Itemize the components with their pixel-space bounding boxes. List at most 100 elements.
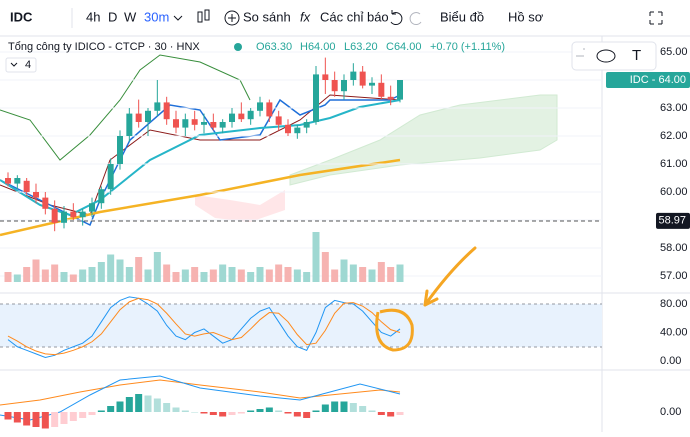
candle-body bbox=[98, 189, 105, 204]
fullscreen-icon[interactable] bbox=[649, 11, 663, 25]
volume-bar bbox=[79, 269, 87, 282]
volume-bar bbox=[340, 259, 348, 282]
candle-body bbox=[303, 122, 310, 128]
volume-bar bbox=[172, 272, 180, 282]
volume-bar bbox=[321, 252, 329, 282]
macd-hist bbox=[144, 395, 152, 412]
candle-body bbox=[79, 211, 86, 218]
macd-hist bbox=[97, 410, 105, 412]
volume-bar bbox=[200, 272, 208, 282]
stoch-k bbox=[7, 296, 401, 358]
annotation-circle bbox=[375, 308, 414, 352]
legend-close: C64.00 bbox=[386, 41, 421, 53]
stoch-band bbox=[0, 304, 602, 347]
price-tag-label: IDC - 64.00 bbox=[630, 74, 686, 86]
compare-plus bbox=[228, 14, 236, 22]
macd-hist bbox=[396, 412, 404, 415]
macd-hist bbox=[387, 412, 395, 417]
macd-hist bbox=[51, 412, 59, 427]
interval[interactable]: D bbox=[108, 9, 117, 24]
macd-hist bbox=[359, 406, 367, 412]
volume-bar bbox=[107, 254, 115, 282]
stoch-d bbox=[7, 297, 401, 356]
candle-type-icon[interactable] bbox=[197, 9, 210, 23]
candle-body bbox=[107, 164, 114, 190]
macd-tick-label: 0.00 bbox=[660, 406, 681, 418]
compare-button[interactable]: So sánh bbox=[243, 9, 291, 24]
indicator-count: 4 bbox=[25, 59, 31, 71]
volume-bar bbox=[153, 252, 161, 282]
candle-body bbox=[387, 96, 394, 100]
candle-body bbox=[257, 102, 263, 111]
price-tag bbox=[656, 212, 690, 229]
macd-hist bbox=[228, 412, 236, 415]
market-status bbox=[234, 43, 242, 51]
macd-hist bbox=[13, 412, 21, 423]
volume-bar bbox=[331, 269, 339, 282]
volume-bar bbox=[69, 274, 77, 282]
candle-body bbox=[350, 71, 357, 80]
macd-hist bbox=[331, 401, 339, 412]
macd-hist bbox=[340, 401, 348, 412]
macd-hist bbox=[237, 412, 245, 414]
compare-icon[interactable] bbox=[224, 10, 240, 26]
macd-line bbox=[0, 375, 401, 421]
macd-hist bbox=[107, 406, 115, 412]
stoch-tick-label: 80.00 bbox=[660, 298, 688, 310]
toggle-icon bbox=[10, 62, 18, 67]
candle-body bbox=[117, 136, 123, 164]
stoch-tick-label: 0.00 bbox=[660, 355, 681, 367]
chart-button[interactable]: Biểu đồ bbox=[440, 9, 484, 24]
volume-bar bbox=[265, 269, 273, 282]
interval-active[interactable]: 30m bbox=[144, 9, 169, 24]
candle-body bbox=[5, 178, 11, 184]
candle-body bbox=[378, 82, 385, 97]
undo-icon[interactable] bbox=[390, 10, 403, 26]
drag-handle[interactable] bbox=[576, 48, 585, 57]
macd-hist bbox=[88, 412, 96, 415]
ellipse-tool[interactable] bbox=[596, 49, 616, 63]
indicators-button[interactable]: Các chỉ báo bbox=[320, 9, 389, 24]
macd-hist bbox=[69, 412, 77, 421]
macd-hist bbox=[23, 412, 31, 426]
candle-body bbox=[229, 113, 235, 122]
macd-hist bbox=[247, 410, 255, 412]
volume-bar bbox=[209, 269, 217, 282]
macd-hist bbox=[79, 412, 87, 418]
macd-hist bbox=[209, 412, 217, 415]
indicators-icon[interactable]: fx bbox=[300, 9, 311, 24]
symbol[interactable]: IDC bbox=[10, 9, 33, 24]
profile-button[interactable]: Hồ sơ bbox=[508, 9, 544, 24]
candle-body bbox=[61, 211, 67, 223]
volume-bar bbox=[23, 267, 31, 282]
legend-low: L63.20 bbox=[344, 41, 378, 53]
macd-hist bbox=[275, 410, 283, 412]
legend-open: O63.30 bbox=[256, 41, 292, 53]
volume-bar bbox=[4, 272, 12, 282]
macd-signal bbox=[0, 379, 401, 406]
candle-body bbox=[266, 102, 273, 117]
macd-hist bbox=[32, 412, 40, 427]
candle-body bbox=[210, 122, 217, 128]
price-tick-label: 63.00 bbox=[660, 102, 688, 114]
indicator-toggle[interactable] bbox=[5, 57, 37, 73]
volume-bar bbox=[359, 267, 367, 282]
macd-hist bbox=[368, 410, 376, 412]
interval[interactable]: W bbox=[124, 9, 137, 24]
volume-bar bbox=[51, 264, 59, 282]
volume-bar bbox=[13, 274, 21, 282]
symbol-description: Tổng công ty IDICO - CTCP · 30 · HNX bbox=[8, 41, 200, 53]
macd-hist bbox=[41, 412, 49, 429]
dropdown-icon[interactable] bbox=[173, 15, 183, 21]
interval[interactable]: 4h bbox=[86, 9, 100, 24]
redo-icon[interactable] bbox=[409, 12, 422, 26]
macd-hist bbox=[303, 412, 311, 418]
candle-body bbox=[285, 124, 291, 134]
text-tool[interactable]: T bbox=[632, 47, 641, 64]
candle-body bbox=[369, 82, 375, 86]
macd-hist bbox=[377, 412, 385, 415]
candle-body bbox=[341, 80, 347, 92]
candle-body bbox=[89, 203, 95, 212]
macd-hist bbox=[219, 412, 227, 417]
candle-body bbox=[126, 113, 133, 136]
